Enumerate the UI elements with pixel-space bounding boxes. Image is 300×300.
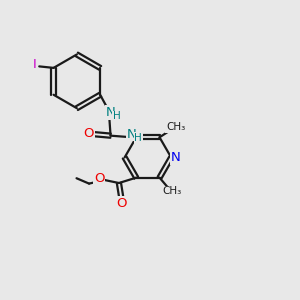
Text: H: H [113,111,121,121]
Text: O: O [117,197,127,210]
Text: N: N [106,106,116,119]
Text: N: N [127,128,136,141]
Text: O: O [83,127,94,140]
Text: N: N [171,151,181,164]
Text: CH₃: CH₃ [163,186,182,197]
Text: I: I [33,58,37,70]
Text: O: O [94,172,104,185]
Text: H: H [134,133,142,143]
Text: CH₃: CH₃ [166,122,185,132]
